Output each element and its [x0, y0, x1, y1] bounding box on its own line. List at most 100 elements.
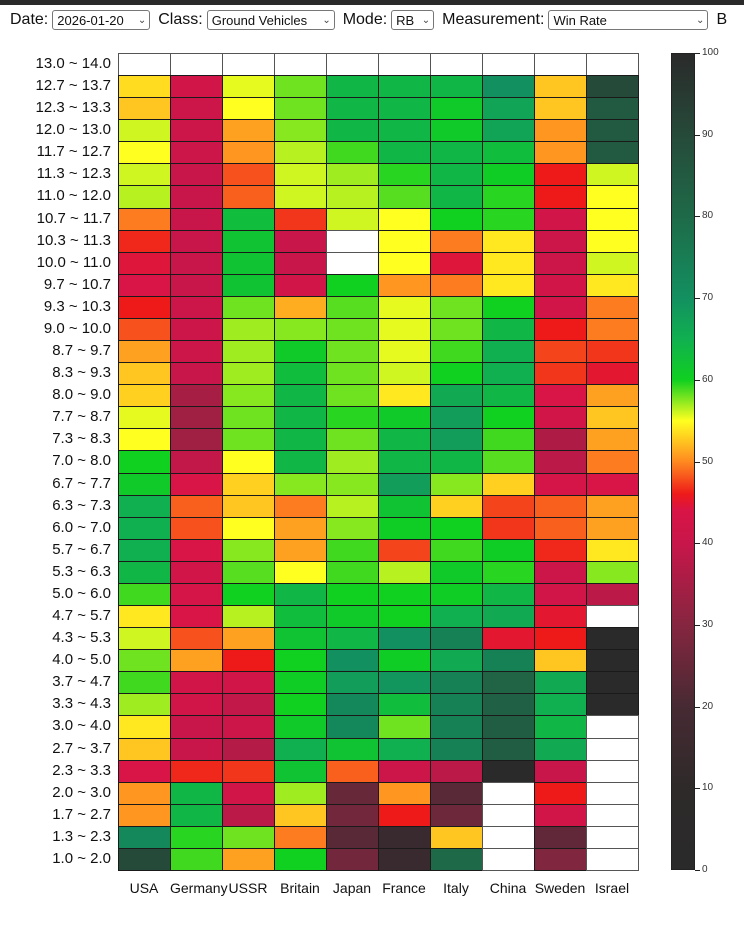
heatmap-cell [326, 406, 379, 430]
colorbar-tick-label: 70 [702, 292, 714, 304]
heatmap-cell [586, 362, 639, 386]
heatmap-cell [222, 715, 275, 739]
heatmap-cell [534, 340, 587, 364]
colorbar-tick-label: 80 [702, 210, 714, 222]
heatmap-cell [586, 251, 639, 275]
heatmap-cell [222, 759, 275, 783]
heatmap-cell [118, 605, 171, 629]
heatmap-cell [378, 119, 431, 143]
heatmap-cell [586, 340, 639, 364]
heatmap-cell [430, 472, 483, 496]
measurement-value: Win Rate [553, 12, 607, 28]
measurement-select[interactable]: Win Rate ⌄ [548, 10, 709, 30]
colorbar-tick [695, 53, 700, 54]
heatmap-cell [326, 317, 379, 342]
column-label: Japan [332, 880, 372, 896]
heatmap-cell [170, 119, 223, 143]
heatmap-cell [274, 847, 327, 871]
heatmap-cell [586, 295, 639, 319]
heatmap-cell [118, 715, 171, 739]
heatmap-cell [326, 825, 379, 849]
heatmap-cell [534, 803, 587, 827]
heatmap-cell [170, 141, 223, 165]
heatmap-cell [326, 803, 379, 827]
column-label: China [489, 880, 527, 896]
column-label: Israel [594, 880, 630, 896]
heatmap-cell [118, 847, 171, 871]
heatmap-cell [482, 671, 535, 695]
heatmap-cell [482, 340, 535, 364]
heatmap-cell [586, 406, 639, 430]
heatmap-cell [222, 737, 275, 761]
column-label: Italy [443, 880, 469, 896]
heatmap-cell [534, 494, 587, 518]
heatmap-cell [430, 340, 483, 364]
heatmap-cell [430, 671, 483, 695]
heatmap-cell [586, 384, 639, 408]
heatmap-cell [274, 53, 327, 77]
heatmap-cell [118, 119, 171, 143]
heatmap-cell [118, 825, 171, 849]
heatmap-cell [326, 185, 379, 209]
class-select[interactable]: Ground Vehicles ⌄ [206, 10, 335, 30]
heatmap-cell [378, 163, 431, 187]
heatmap-cell [222, 494, 275, 518]
heatmap-cell [534, 406, 587, 430]
colorbar-tick-label: 90 [702, 128, 714, 140]
heatmap-cell [482, 649, 535, 673]
heatmap-cell [326, 75, 379, 99]
colorbar-tick [695, 134, 700, 136]
heatmap-cell [222, 406, 275, 430]
row-label: 11.0 ~ 12.0 [36, 187, 111, 205]
heatmap-cell [482, 472, 535, 496]
row-label: 4.3 ~ 5.3 [52, 629, 111, 647]
heatmap-cell [118, 75, 171, 99]
heatmap-cell [430, 428, 483, 452]
heatmap-cell [274, 803, 327, 827]
heatmap-cell [430, 406, 483, 430]
heatmap-cell [222, 97, 275, 121]
row-label: 11.7 ~ 12.7 [36, 143, 111, 161]
heatmap-cell [378, 450, 431, 474]
heatmap-cell [222, 538, 275, 562]
heatmap-cell [326, 494, 379, 518]
row-label: 6.7 ~ 7.7 [52, 474, 111, 492]
heatmap-cell [326, 295, 379, 319]
heatmap-cell [118, 627, 171, 651]
colorbar-tick-label: 10 [702, 782, 714, 794]
heatmap-cell [586, 781, 639, 805]
colorbar-tick-label: 60 [702, 373, 714, 385]
heatmap-cell [482, 295, 535, 319]
heatmap-cell [534, 141, 587, 165]
heatmap-cell [222, 229, 275, 253]
heatmap-cell [274, 384, 327, 408]
heatmap-cell [170, 53, 223, 77]
heatmap-cell [274, 340, 327, 364]
heatmap-cell [170, 185, 223, 209]
heatmap-cell [274, 295, 327, 319]
heatmap-cell [534, 229, 587, 253]
heatmap-cell [430, 317, 483, 342]
row-label: 2.7 ~ 3.7 [52, 739, 111, 757]
heatmap-cell [326, 362, 379, 386]
heatmap-cell [534, 295, 587, 319]
row-label: 5.7 ~ 6.7 [52, 540, 111, 558]
heatmap-cell [326, 759, 379, 783]
heatmap-cell [430, 516, 483, 540]
column-label: France [382, 880, 426, 896]
heatmap-cell [482, 163, 535, 187]
heatmap-cell [378, 825, 431, 849]
column-label: USA [129, 880, 159, 896]
row-label: 6.0 ~ 7.0 [52, 518, 111, 536]
heatmap-cell [378, 538, 431, 562]
heatmap-cell [534, 737, 587, 761]
date-select[interactable]: 2026-01-20 ⌄ [52, 10, 151, 30]
heatmap-cell [118, 649, 171, 673]
heatmap-cell [430, 847, 483, 871]
heatmap-cell [482, 781, 535, 805]
heatmap-cell [534, 317, 587, 342]
heatmap-cell [482, 582, 535, 607]
heatmap-cell [274, 737, 327, 761]
mode-select[interactable]: RB ⌄ [391, 10, 435, 30]
colorbar-tick-label: 100 [702, 47, 719, 58]
